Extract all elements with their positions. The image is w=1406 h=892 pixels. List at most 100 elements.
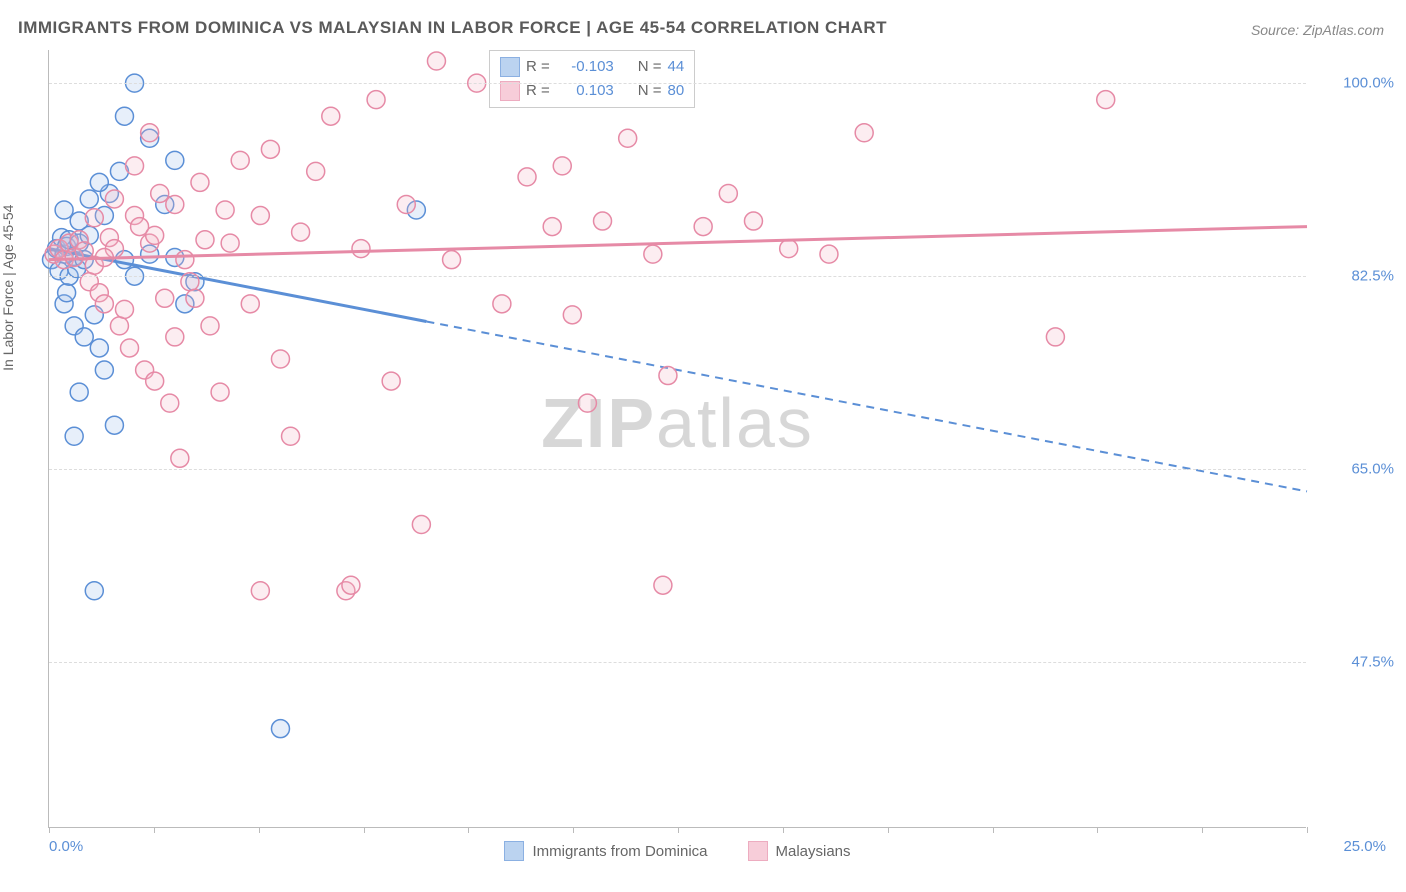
scatter-point xyxy=(55,201,73,219)
scatter-point xyxy=(171,449,189,467)
scatter-point xyxy=(855,124,873,142)
scatter-point xyxy=(166,151,184,169)
scatter-point xyxy=(1097,91,1115,109)
scatter-point xyxy=(594,212,612,230)
y-tick-label: 100.0% xyxy=(1314,75,1394,92)
trend-line-dashed xyxy=(426,321,1307,491)
legend-series-item: Malaysians xyxy=(748,841,851,861)
scatter-point xyxy=(820,245,838,263)
grid-line xyxy=(49,662,1306,663)
plot-svg xyxy=(49,50,1306,827)
scatter-point xyxy=(211,383,229,401)
legend-swatch xyxy=(500,57,520,77)
x-tick xyxy=(678,827,679,833)
chart-container: IMMIGRANTS FROM DOMINICA VS MALAYSIAN IN… xyxy=(0,0,1406,892)
x-tick xyxy=(783,827,784,833)
scatter-point xyxy=(271,720,289,738)
legend-swatch xyxy=(748,841,768,861)
plot-area: ZIPatlas R =-0.103N =44R =0.103N =80 Imm… xyxy=(48,50,1306,828)
scatter-point xyxy=(563,306,581,324)
scatter-point xyxy=(70,383,88,401)
grid-line xyxy=(49,83,1306,84)
scatter-point xyxy=(619,129,637,147)
scatter-point xyxy=(105,416,123,434)
legend-correlation-row: R =-0.103 N =44 xyxy=(500,55,684,79)
x-tick xyxy=(888,827,889,833)
scatter-point xyxy=(75,328,93,346)
x-axis-min-label: 0.0% xyxy=(49,838,83,855)
y-tick-label: 65.0% xyxy=(1314,461,1394,478)
scatter-point xyxy=(186,289,204,307)
scatter-point xyxy=(216,201,234,219)
scatter-point xyxy=(110,317,128,335)
x-tick xyxy=(1202,827,1203,833)
scatter-point xyxy=(694,218,712,236)
legend-series-label: Malaysians xyxy=(776,843,851,860)
scatter-point xyxy=(191,173,209,191)
scatter-point xyxy=(518,168,536,186)
scatter-point xyxy=(307,162,325,180)
scatter-point xyxy=(121,339,139,357)
scatter-point xyxy=(719,184,737,202)
chart-title: IMMIGRANTS FROM DOMINICA VS MALAYSIAN IN… xyxy=(18,18,887,38)
scatter-point xyxy=(443,251,461,269)
legend-swatch xyxy=(504,841,524,861)
scatter-point xyxy=(427,52,445,70)
scatter-point xyxy=(151,184,169,202)
grid-line xyxy=(49,469,1306,470)
scatter-point xyxy=(166,195,184,213)
legend-r-label: R = xyxy=(526,55,550,79)
scatter-point xyxy=(251,207,269,225)
y-tick-label: 82.5% xyxy=(1314,268,1394,285)
x-tick xyxy=(364,827,365,833)
scatter-point xyxy=(126,157,144,175)
scatter-point xyxy=(251,582,269,600)
source-attribution: Source: ZipAtlas.com xyxy=(1251,22,1384,38)
scatter-point xyxy=(744,212,762,230)
scatter-point xyxy=(553,157,571,175)
scatter-point xyxy=(115,300,133,318)
scatter-point xyxy=(146,226,164,244)
legend-series-label: Immigrants from Dominica xyxy=(532,843,707,860)
scatter-point xyxy=(176,251,194,269)
x-tick xyxy=(1307,827,1308,833)
scatter-point xyxy=(578,394,596,412)
scatter-point xyxy=(271,350,289,368)
scatter-point xyxy=(146,372,164,390)
y-axis-label: In Labor Force | Age 45-54 xyxy=(0,205,16,371)
scatter-point xyxy=(282,427,300,445)
x-tick xyxy=(1097,827,1098,833)
legend-series-item: Immigrants from Dominica xyxy=(504,841,707,861)
scatter-point xyxy=(231,151,249,169)
scatter-point xyxy=(412,516,430,534)
scatter-point xyxy=(201,317,219,335)
scatter-point xyxy=(1046,328,1064,346)
legend-correlation: R =-0.103N =44R =0.103N =80 xyxy=(489,50,695,108)
scatter-point xyxy=(65,427,83,445)
scatter-point xyxy=(95,361,113,379)
legend-r-value: -0.103 xyxy=(556,55,614,79)
scatter-point xyxy=(292,223,310,241)
scatter-point xyxy=(85,582,103,600)
scatter-point xyxy=(161,394,179,412)
scatter-point xyxy=(156,289,174,307)
scatter-point xyxy=(543,218,561,236)
x-tick xyxy=(993,827,994,833)
grid-line xyxy=(49,276,1306,277)
legend-n-label: N = xyxy=(638,55,662,79)
scatter-point xyxy=(261,140,279,158)
x-axis-max-label: 25.0% xyxy=(1314,838,1386,855)
scatter-point xyxy=(241,295,259,313)
scatter-point xyxy=(115,107,133,125)
scatter-point xyxy=(493,295,511,313)
scatter-point xyxy=(382,372,400,390)
scatter-point xyxy=(196,231,214,249)
scatter-point xyxy=(85,209,103,227)
x-tick xyxy=(573,827,574,833)
scatter-point xyxy=(367,91,385,109)
scatter-point xyxy=(221,234,239,252)
scatter-point xyxy=(90,339,108,357)
legend-n-value: 44 xyxy=(668,55,685,79)
scatter-point xyxy=(352,240,370,258)
scatter-point xyxy=(90,173,108,191)
